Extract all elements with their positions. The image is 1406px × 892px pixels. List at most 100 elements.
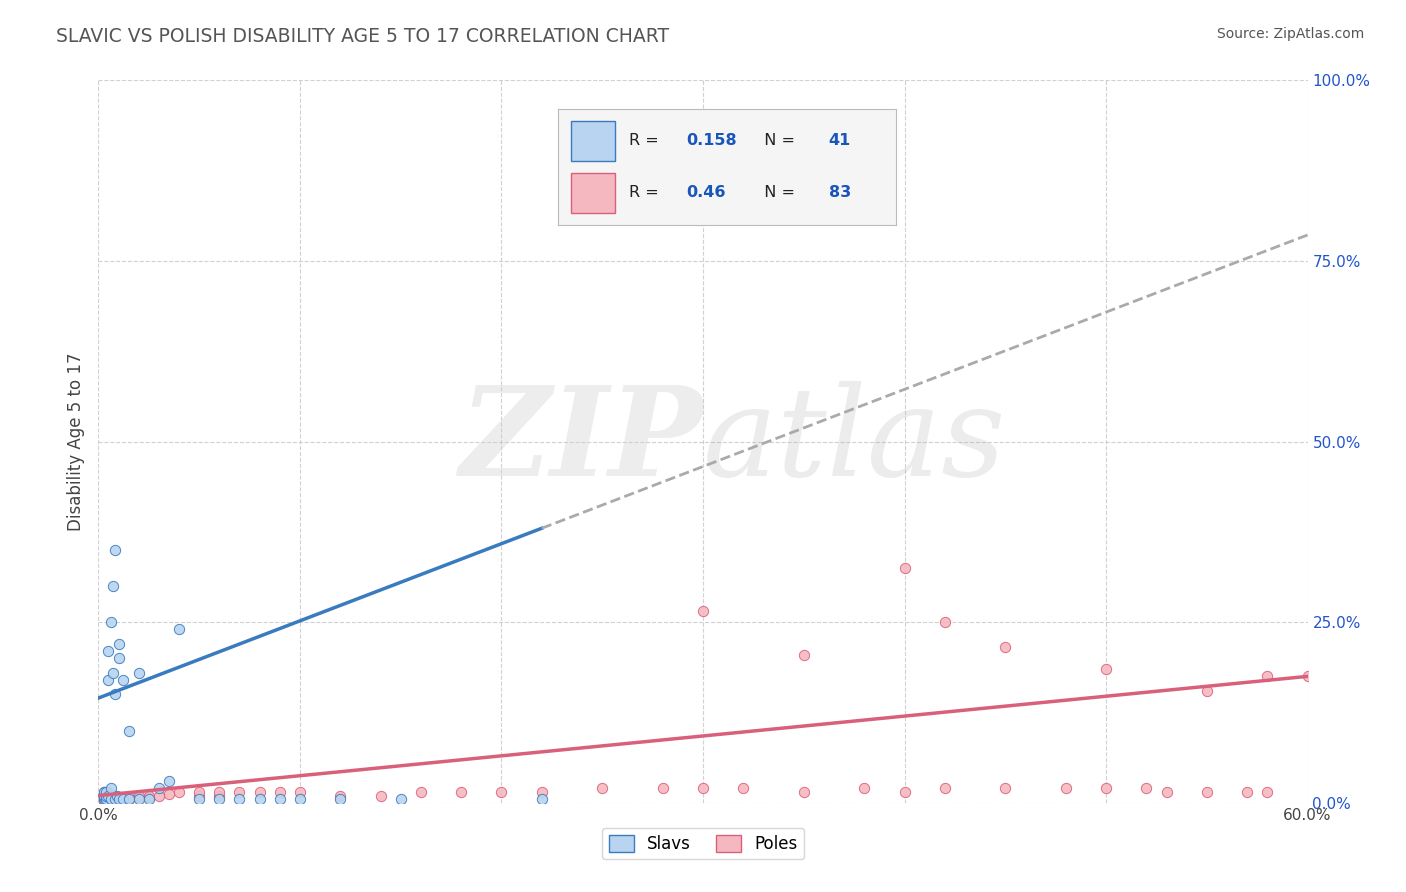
Point — [1195, 683, 1218, 698]
Point — [591, 781, 613, 796]
Point — [103, 794, 125, 808]
Point — [934, 781, 956, 796]
Point — [1156, 785, 1178, 799]
Point — [157, 774, 180, 789]
Legend: Slavs, Poles: Slavs, Poles — [602, 828, 804, 860]
Point — [288, 792, 311, 806]
Point — [138, 792, 160, 806]
Point — [111, 792, 134, 806]
Point — [853, 781, 876, 796]
Point — [97, 789, 120, 803]
Point — [97, 792, 120, 806]
Point — [249, 785, 271, 799]
Point — [530, 792, 553, 806]
Point — [96, 787, 118, 801]
Point — [128, 790, 150, 805]
Point — [97, 789, 120, 803]
Point — [329, 792, 352, 806]
Point — [101, 790, 124, 805]
Point — [1054, 781, 1077, 796]
Point — [93, 793, 115, 807]
Point — [96, 792, 118, 806]
Point — [692, 781, 714, 796]
Point — [118, 792, 141, 806]
Point — [101, 792, 124, 806]
Point — [148, 789, 170, 803]
Point — [118, 792, 141, 806]
Point — [93, 794, 115, 808]
Point — [1236, 785, 1258, 799]
Point — [107, 790, 129, 805]
Y-axis label: Disability Age 5 to 17: Disability Age 5 to 17 — [66, 352, 84, 531]
Point — [93, 790, 115, 805]
Point — [1095, 662, 1118, 676]
Point — [934, 615, 956, 630]
Point — [96, 794, 118, 808]
Point — [105, 792, 128, 806]
Point — [100, 792, 122, 806]
Point — [389, 792, 412, 806]
Point — [491, 785, 513, 799]
Point — [105, 789, 128, 803]
Point — [103, 687, 125, 701]
Point — [93, 792, 115, 806]
Point — [1256, 669, 1278, 683]
Point — [107, 637, 129, 651]
Point — [100, 794, 122, 808]
Point — [93, 790, 115, 805]
Point — [208, 792, 231, 806]
Point — [111, 790, 134, 805]
Point — [97, 790, 120, 805]
Point — [692, 604, 714, 618]
Point — [409, 785, 432, 799]
Point — [93, 791, 115, 805]
Point — [1095, 781, 1118, 796]
Point — [93, 789, 115, 803]
Point — [96, 792, 118, 806]
Point — [893, 785, 915, 799]
Point — [167, 785, 190, 799]
Point — [105, 790, 128, 805]
Point — [100, 615, 122, 630]
Point — [96, 789, 118, 803]
Point — [450, 785, 472, 799]
Point — [93, 792, 115, 806]
Point — [111, 673, 134, 687]
Text: Source: ZipAtlas.com: Source: ZipAtlas.com — [1216, 27, 1364, 41]
Point — [107, 792, 129, 806]
Point — [97, 787, 120, 801]
Point — [269, 792, 291, 806]
Point — [97, 794, 120, 808]
Point — [1256, 785, 1278, 799]
Point — [107, 651, 129, 665]
Point — [167, 623, 190, 637]
Point — [100, 790, 122, 805]
Point — [188, 792, 211, 806]
Point — [269, 785, 291, 799]
Point — [93, 789, 115, 804]
Point — [994, 781, 1017, 796]
Point — [103, 792, 125, 806]
Point — [793, 785, 815, 799]
Point — [93, 787, 115, 801]
Point — [208, 785, 231, 799]
Point — [208, 789, 231, 803]
Point — [93, 789, 115, 803]
Point — [103, 542, 125, 557]
Point — [138, 790, 160, 805]
Point — [97, 785, 120, 799]
Point — [100, 792, 122, 806]
Point — [100, 781, 122, 796]
Point — [249, 792, 271, 806]
Point — [107, 794, 129, 808]
Text: ZIP: ZIP — [460, 381, 703, 502]
Point — [96, 785, 118, 799]
Point — [101, 665, 124, 680]
Point — [793, 648, 815, 662]
Point — [101, 579, 124, 593]
Point — [893, 561, 915, 575]
Point — [128, 789, 150, 803]
Point — [93, 785, 115, 799]
Text: SLAVIC VS POLISH DISABILITY AGE 5 TO 17 CORRELATION CHART: SLAVIC VS POLISH DISABILITY AGE 5 TO 17 … — [56, 27, 669, 45]
Point — [128, 665, 150, 680]
